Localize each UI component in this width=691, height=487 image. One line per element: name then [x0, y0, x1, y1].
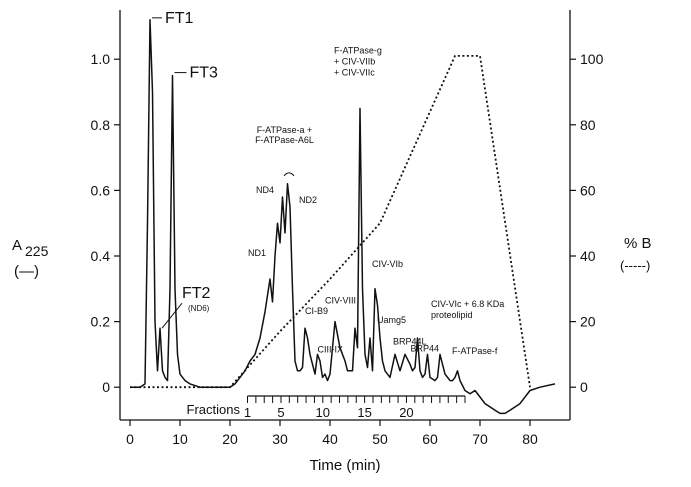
- y-left-tick-label: 0.4: [91, 248, 111, 264]
- peak-bracket: [283, 172, 295, 177]
- peak-label: F-ATPase-A6L: [255, 135, 314, 145]
- peak-label: F-ATPase-a +: [257, 125, 313, 135]
- x-ticks: 0 10 20 30 40 50 60 70 80: [126, 420, 538, 447]
- peak-label: + CIV-VIIb: [334, 56, 375, 66]
- y-right-ticks: 0 20 40 60 80 100: [570, 51, 604, 395]
- peak-label: BRP44: [411, 343, 440, 353]
- peak-label: BRP44L: [393, 336, 427, 346]
- peak-label: CIV-VIII: [325, 296, 356, 306]
- y-left-tick-label: 0: [102, 379, 110, 395]
- y-left-tick-label: 0.6: [91, 182, 111, 198]
- left-axis-label-main: A: [12, 237, 22, 254]
- series-layer: [130, 19, 556, 415]
- peak-label: proteolipid: [431, 310, 473, 320]
- fraction-number: 20: [399, 405, 413, 420]
- x-tick-label: 30: [272, 431, 288, 447]
- fraction-number: 1: [244, 405, 251, 420]
- peak-label: CIV-VIb: [372, 259, 403, 269]
- peak-label-ft3: FT3: [190, 65, 219, 82]
- peak-label: F-ATPase-f: [452, 346, 498, 356]
- left-axis-legend: (—): [14, 263, 39, 280]
- y-right-tick-label: 40: [580, 248, 596, 264]
- fraction-number: 15: [357, 405, 371, 420]
- peak-label: ND2: [299, 195, 317, 205]
- absorbance-trace-line: [130, 19, 556, 415]
- y-right-tick-label: 60: [580, 182, 596, 198]
- x-tick-label: 80: [522, 431, 538, 447]
- x-tick-label: 0: [126, 431, 134, 447]
- peak-label: + CIV-VIIc: [334, 67, 375, 77]
- x-tick-label: 60: [422, 431, 438, 447]
- y-left-ticks: 0 0.2 0.4 0.6 0.8 1.0: [91, 51, 120, 395]
- peak-label-ft2-nd6: (ND6): [188, 304, 210, 313]
- fraction-number: 10: [316, 405, 330, 420]
- peak-label: ND4: [256, 185, 274, 195]
- peak-label: CIII-IX: [318, 344, 344, 354]
- y-right-tick-label: 0: [580, 379, 588, 395]
- peak-label: ND1: [248, 248, 266, 258]
- x-tick-label: 50: [372, 431, 388, 447]
- right-axis-label-main: % B: [624, 235, 652, 252]
- x-axis-label: Time (min): [309, 457, 380, 474]
- peak-label-ft1: FT1: [165, 10, 194, 27]
- y-right-tick-label: 20: [580, 314, 596, 330]
- peak-label: Uamg5: [377, 315, 406, 325]
- peak-label: CI-B9: [305, 306, 328, 316]
- y-left-tick-label: 0.2: [91, 314, 111, 330]
- percent-b-gradient-line: [130, 55, 531, 389]
- right-axis-label: % B (-----): [620, 235, 652, 273]
- peak-label: CIV-VIc + 6.8 KDa: [431, 299, 504, 309]
- fractions-scale: Fractions 1 5 10 15 20: [187, 395, 466, 420]
- x-tick-label: 10: [172, 431, 188, 447]
- x-tick-label: 70: [472, 431, 488, 447]
- y-right-tick-label: 100: [580, 51, 604, 67]
- left-axis-label-sub: 225: [25, 243, 49, 259]
- right-axis-legend: (-----): [620, 258, 650, 273]
- y-left-tick-label: 0.8: [91, 117, 111, 133]
- x-tick-label: 20: [222, 431, 238, 447]
- axes: [119, 10, 571, 421]
- y-left-tick-label: 1.0: [91, 51, 111, 67]
- peak-label: F-ATPase-g: [334, 45, 382, 55]
- x-tick-label: 40: [322, 431, 338, 447]
- y-right-tick-label: 80: [580, 117, 596, 133]
- fractions-label: Fractions: [187, 402, 241, 417]
- left-axis-label: A 225 (—): [12, 237, 49, 280]
- peak-label-ft2: FT2: [182, 285, 211, 302]
- peak-leader-line: [161, 302, 183, 329]
- fraction-number: 5: [277, 405, 284, 420]
